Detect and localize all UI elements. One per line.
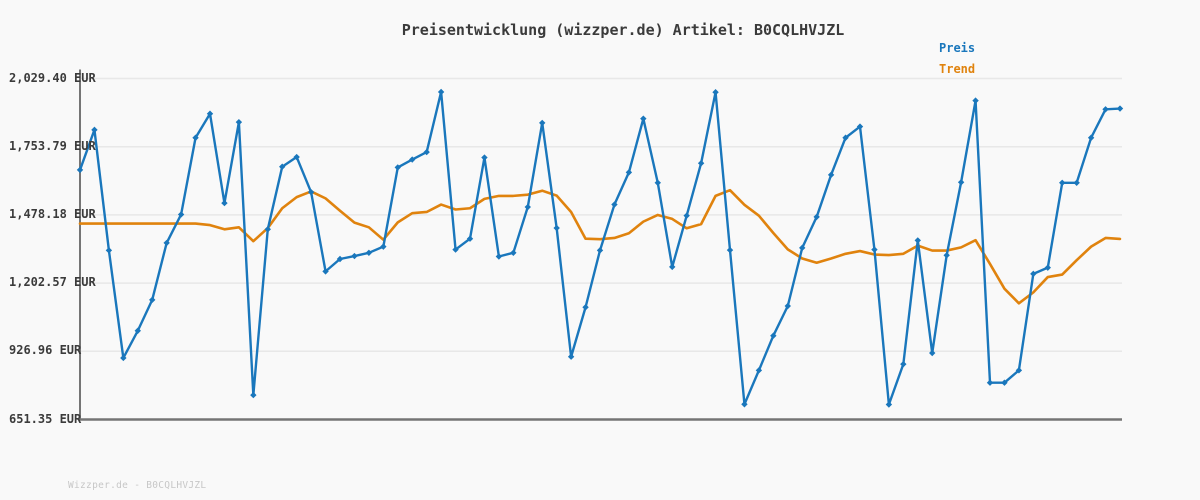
legend-item-trend: Trend xyxy=(939,62,976,76)
y-axis-label: 2,029.40 EUR xyxy=(9,70,96,85)
y-axis-label: 1,478.18 EUR xyxy=(9,206,96,221)
y-axis-label: 651.35 EUR xyxy=(9,411,82,426)
y-axis-label: 926.96 EUR xyxy=(9,343,82,358)
legend-item-preis: Preis xyxy=(939,41,976,55)
y-axis-label: 1,753.79 EUR xyxy=(9,138,96,153)
watermark-text: Wizzper.de - B0CQLHVJZL xyxy=(68,480,207,491)
y-axis-label: 1,202.57 EUR xyxy=(9,275,96,290)
chart-legend: Preis Trend xyxy=(939,38,975,80)
price-markers xyxy=(76,88,1124,408)
chart-title: Preisentwicklung (wizzper.de) Artikel: B… xyxy=(401,21,845,39)
